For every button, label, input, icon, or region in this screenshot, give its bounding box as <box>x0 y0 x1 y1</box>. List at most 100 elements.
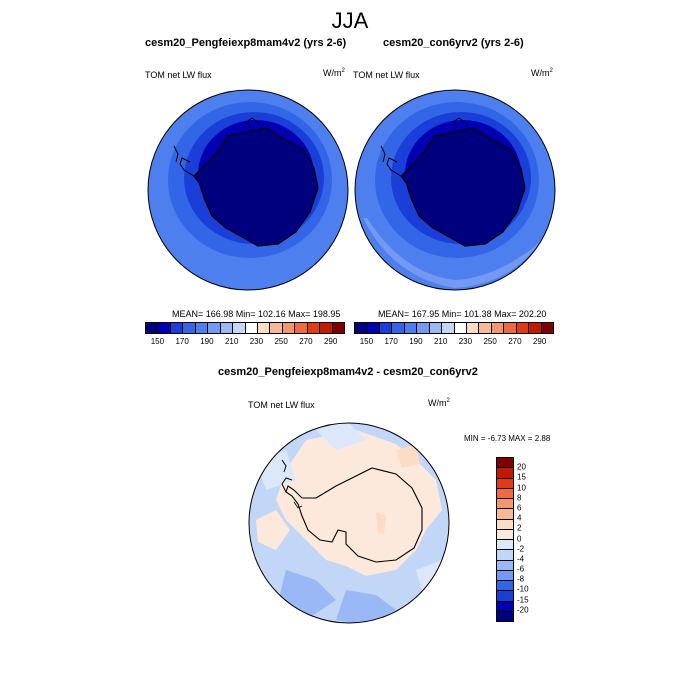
colorbar-swatch <box>497 601 513 612</box>
colorbar-tick-label: 270 <box>299 337 313 346</box>
colorbar-swatch <box>466 323 480 333</box>
colorbar-swatch <box>379 323 393 333</box>
colorbar-swatch <box>233 323 246 333</box>
panel-1-map <box>147 89 349 291</box>
colorbar-tick-label: -20 <box>517 605 529 615</box>
colorbar-tick-label: 6 <box>517 503 522 513</box>
colorbar-swatch <box>497 529 513 540</box>
colorbar-swatch <box>257 323 271 333</box>
colorbar-swatch <box>355 323 368 333</box>
colorbar-tick-label: 250 <box>274 337 288 346</box>
colorbar-swatch <box>516 323 530 333</box>
colorbar-swatch <box>479 323 492 333</box>
colorbar-tick-label: 190 <box>200 337 214 346</box>
colorbar-tick-label: 2 <box>517 523 522 533</box>
diff-title: cesm20_Pengfeiexp8mam4v2 - cesm20_con6yr… <box>218 366 478 378</box>
colorbar-tick-label: 8 <box>517 493 522 503</box>
colorbar-swatch <box>541 323 553 333</box>
colorbar-swatch <box>497 468 513 479</box>
colorbar-tick-label: 0 <box>517 534 522 543</box>
colorbar-swatch <box>429 323 443 333</box>
colorbar-swatch <box>220 323 234 333</box>
colorbar-swatch <box>497 581 513 592</box>
colorbar-swatch <box>146 323 159 333</box>
diff-units: W/m2 <box>428 398 450 408</box>
colorbar-tick-label: 10 <box>517 483 526 493</box>
colorbar-swatch <box>504 323 517 333</box>
panel-2-stats: MEAN= 167.95 Min= 101.38 Max= 202.20 <box>378 309 547 319</box>
colorbar-swatch <box>454 323 467 333</box>
panel-1-title: cesm20_Pengfeiexp8mam4v2 (yrs 2-6) <box>145 37 347 49</box>
colorbar-panel-1 <box>145 322 345 334</box>
colorbar-swatch <box>491 323 505 333</box>
colorbar-swatch <box>320 323 333 333</box>
colorbar-tick-label: 150 <box>150 337 165 346</box>
colorbar-swatch <box>170 323 184 333</box>
colorbar-tick-label: 230 <box>249 337 264 346</box>
colorbar-swatch <box>497 509 513 520</box>
colorbar-swatch <box>208 323 221 333</box>
panel-1-units: W/m2 <box>323 68 345 78</box>
colorbar-diff-labels: 20 15 10 8 6 4 2 0 -2 -4 -6 -8 -10 -15 -20 <box>517 457 547 620</box>
colorbar-swatch <box>245 323 258 333</box>
colorbar-panel-2 <box>354 322 554 334</box>
panel-1-variable: TOM net LW flux <box>145 70 212 80</box>
colorbar-swatch <box>417 323 430 333</box>
panel-2-title: cesm20_con6yrv2 (yrs 2-6) <box>383 37 524 49</box>
colorbar-tick-label: 230 <box>458 337 473 346</box>
colorbar-tick-label: -10 <box>517 584 529 594</box>
colorbar-swatch <box>497 499 513 510</box>
colorbar-swatch <box>195 323 209 333</box>
colorbar-swatch <box>307 323 321 333</box>
colorbar-tick-label: -4 <box>517 554 525 564</box>
colorbar-swatch <box>295 323 308 333</box>
panel-2-units: W/m2 <box>531 68 553 78</box>
colorbar-tick-label: 210 <box>433 337 448 346</box>
colorbar-tick-label: 290 <box>532 337 547 346</box>
colorbar-tick-label: -8 <box>517 574 525 584</box>
colorbar-tick-label: 170 <box>175 337 189 346</box>
colorbar-tick-label: 190 <box>409 337 423 346</box>
colorbar-tick-label: 250 <box>483 337 497 346</box>
colorbar-swatch <box>282 323 296 333</box>
colorbar-tick-label: 20 <box>517 462 526 472</box>
diff-stats: MIN = -6.73 MAX = 2.88 <box>464 434 551 443</box>
colorbar-tick-label: 270 <box>508 337 522 346</box>
colorbar-swatch <box>497 591 513 602</box>
colorbar-swatch <box>497 488 513 499</box>
colorbar-tick-label: -6 <box>517 564 525 574</box>
colorbar-swatch <box>497 540 513 551</box>
colorbar-tick-label: 15 <box>517 472 526 482</box>
colorbar-swatch <box>497 458 513 469</box>
panel-2-map <box>354 89 556 291</box>
diff-variable: TOM net LW flux <box>248 400 315 410</box>
colorbar-tick-label: 210 <box>224 337 239 346</box>
colorbar-swatch <box>183 323 196 333</box>
colorbar-swatch <box>332 323 344 333</box>
colorbar-swatch <box>497 550 513 561</box>
panel-1-stats: MEAN= 166.98 Min= 102.16 Max= 198.95 <box>172 309 341 319</box>
colorbar-swatch <box>497 570 513 581</box>
colorbar-swatch <box>442 323 455 333</box>
colorbar-diff <box>496 457 514 622</box>
colorbar-tick-label: -2 <box>517 544 525 554</box>
diff-map <box>248 422 450 624</box>
colorbar-tick-label: -15 <box>517 595 529 605</box>
colorbar-swatch <box>367 323 380 333</box>
colorbar-panel-1-labels: 150 170 190 210 230 250 270 290 <box>145 337 343 349</box>
panel-2-variable: TOM net LW flux <box>353 70 420 80</box>
colorbar-swatch <box>497 611 513 621</box>
colorbar-tick-label: 4 <box>517 513 522 523</box>
colorbar-swatch <box>270 323 283 333</box>
colorbar-swatch <box>497 519 513 530</box>
colorbar-tick-label: 170 <box>384 337 398 346</box>
colorbar-tick-label: 290 <box>323 337 338 346</box>
colorbar-swatch <box>497 478 513 489</box>
colorbar-panel-2-labels: 150 170 190 210 230 250 270 290 <box>354 337 552 349</box>
colorbar-swatch <box>392 323 405 333</box>
main-title: JJA <box>331 8 369 33</box>
colorbar-swatch <box>497 560 513 571</box>
colorbar-swatch <box>529 323 542 333</box>
colorbar-swatch <box>158 323 171 333</box>
colorbar-swatch <box>404 323 418 333</box>
